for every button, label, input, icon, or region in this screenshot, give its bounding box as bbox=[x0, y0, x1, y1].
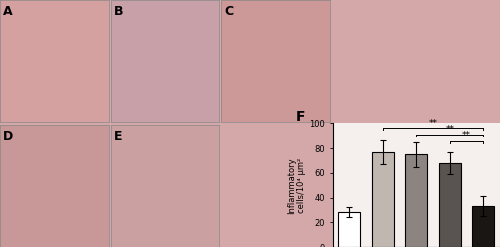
Text: **: ** bbox=[446, 125, 454, 134]
Bar bbox=[406, 154, 427, 247]
Text: D: D bbox=[4, 130, 14, 143]
Text: C: C bbox=[224, 5, 234, 18]
Bar bbox=[439, 163, 460, 247]
Text: **: ** bbox=[462, 131, 471, 140]
Y-axis label: Inflammatory
cells/10⁴ μm²: Inflammatory cells/10⁴ μm² bbox=[287, 157, 306, 214]
Text: A: A bbox=[4, 5, 13, 18]
Bar bbox=[372, 152, 394, 247]
Text: F: F bbox=[296, 109, 305, 124]
Text: E: E bbox=[114, 130, 122, 143]
Text: **: ** bbox=[428, 119, 438, 128]
Text: B: B bbox=[114, 5, 124, 18]
Bar bbox=[338, 212, 360, 247]
Bar bbox=[472, 206, 494, 247]
